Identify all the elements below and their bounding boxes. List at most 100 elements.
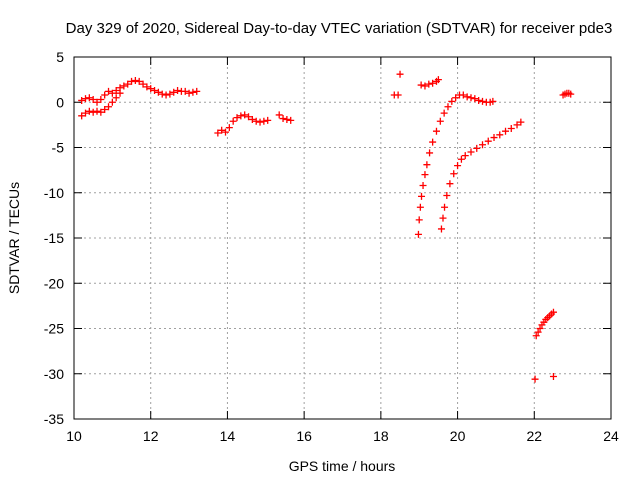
data-point bbox=[283, 115, 291, 123]
data-point bbox=[434, 76, 442, 84]
data-point bbox=[473, 144, 481, 152]
x-tick-labels: 10 12 14 16 18 20 22 24 bbox=[66, 428, 619, 444]
data-point bbox=[154, 88, 162, 96]
data-point bbox=[166, 90, 174, 98]
data-point bbox=[237, 112, 245, 120]
data-point bbox=[467, 148, 475, 156]
data-point bbox=[131, 77, 139, 85]
data-point bbox=[517, 118, 525, 126]
x-tick-label: 14 bbox=[220, 428, 236, 444]
data-point bbox=[452, 94, 460, 102]
data-point bbox=[457, 155, 465, 163]
data-point bbox=[101, 91, 109, 99]
data-point bbox=[89, 96, 97, 104]
y-tick-label: 0 bbox=[56, 94, 64, 110]
data-point bbox=[124, 80, 132, 88]
data-point bbox=[432, 127, 440, 135]
data-point bbox=[479, 141, 487, 149]
y-tick-label: -20 bbox=[44, 275, 64, 291]
data-point bbox=[101, 105, 109, 113]
series-seg-b bbox=[78, 89, 124, 120]
data-point bbox=[439, 214, 447, 222]
x-axis-label: GPS time / hours bbox=[289, 458, 396, 474]
data-point bbox=[426, 149, 434, 157]
data-point bbox=[454, 162, 462, 170]
data-point bbox=[78, 112, 86, 120]
data-point bbox=[275, 111, 283, 119]
data-point bbox=[193, 87, 201, 95]
data-point bbox=[105, 103, 113, 111]
data-point bbox=[425, 80, 433, 88]
x-tick-label: 16 bbox=[296, 428, 312, 444]
y-tick-labels: 5 0 -5 -10 -15 -20 -25 -30 -35 bbox=[44, 49, 64, 427]
x-tick-label: 18 bbox=[373, 428, 389, 444]
data-point bbox=[158, 90, 166, 98]
series-seg-a bbox=[78, 77, 201, 106]
data-point bbox=[82, 109, 90, 117]
data-point bbox=[93, 107, 101, 115]
data-point bbox=[437, 225, 445, 233]
y-axis-label: SDTVAR / TECUs bbox=[6, 182, 22, 294]
data-point bbox=[467, 94, 475, 102]
data-point bbox=[93, 98, 101, 106]
series-seg-g bbox=[414, 91, 497, 238]
data-point bbox=[233, 114, 241, 122]
data-point bbox=[162, 91, 170, 99]
data-point bbox=[463, 93, 471, 101]
data-point bbox=[475, 96, 483, 104]
x-tick-label: 24 bbox=[603, 428, 619, 444]
data-point bbox=[135, 77, 143, 85]
y-tick-label: -5 bbox=[52, 140, 65, 156]
data-point bbox=[423, 161, 431, 169]
data-point bbox=[252, 117, 260, 125]
data-point bbox=[229, 117, 237, 125]
data-point bbox=[170, 88, 178, 96]
data-point bbox=[139, 80, 147, 88]
series-seg-f bbox=[417, 76, 442, 90]
data-point bbox=[507, 124, 515, 132]
series-seg-i bbox=[532, 308, 557, 340]
data-point bbox=[418, 192, 426, 200]
data-point bbox=[536, 325, 544, 332]
data-point bbox=[264, 116, 272, 124]
x-tick-label: 12 bbox=[143, 428, 159, 444]
data-point bbox=[143, 83, 151, 91]
data-point bbox=[513, 121, 521, 129]
data-point bbox=[417, 81, 425, 89]
data-point bbox=[414, 230, 422, 238]
data-point bbox=[448, 97, 456, 105]
data-point bbox=[82, 95, 90, 103]
data-point bbox=[429, 79, 437, 87]
data-point bbox=[85, 94, 93, 102]
grid-lines bbox=[74, 57, 611, 419]
data-point bbox=[444, 103, 452, 111]
data-point bbox=[105, 87, 113, 95]
data-point bbox=[222, 128, 230, 136]
y-tick-label: -10 bbox=[44, 185, 64, 201]
data-point bbox=[496, 131, 504, 139]
series-seg-k bbox=[559, 89, 575, 99]
data-point bbox=[446, 180, 454, 188]
data-point bbox=[436, 117, 444, 125]
data-point bbox=[502, 127, 510, 135]
data-point bbox=[214, 129, 222, 137]
x-tick-label: 22 bbox=[526, 428, 542, 444]
y-tick-label: -30 bbox=[44, 366, 64, 382]
data-point bbox=[97, 108, 105, 116]
data-point bbox=[441, 203, 449, 211]
data-point bbox=[534, 328, 542, 336]
data-point bbox=[532, 332, 540, 340]
data-point bbox=[218, 126, 226, 134]
data-point bbox=[549, 308, 557, 316]
data-points bbox=[78, 70, 575, 383]
data-point bbox=[443, 191, 451, 199]
series-seg-c bbox=[214, 111, 272, 137]
data-point bbox=[489, 97, 497, 105]
data-point bbox=[471, 95, 479, 103]
data-point bbox=[112, 86, 120, 94]
data-point bbox=[85, 107, 93, 115]
data-point bbox=[490, 134, 498, 142]
data-point bbox=[120, 82, 128, 90]
data-point bbox=[549, 372, 557, 380]
